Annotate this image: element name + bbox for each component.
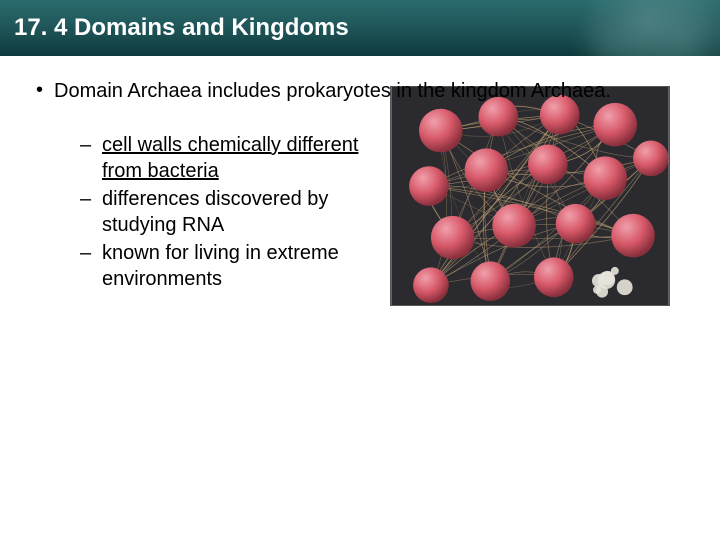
sub-bullet-item: differences discovered by studying RNA: [80, 186, 380, 238]
header-banner: 17. 4 Domains and Kingdoms: [0, 0, 720, 56]
sub-bullet-text: cell walls chemically different from bac…: [102, 134, 358, 182]
sub-area: cell walls chemically different from bac…: [20, 126, 700, 306]
archaea-micrograph: [390, 86, 670, 306]
header-title: 17. 4 Domains and Kingdoms: [14, 14, 349, 42]
sub-bullet-text: differences discovered by studying RNA: [102, 188, 328, 236]
sub-bullet-text: known for living in extreme environments: [102, 242, 339, 290]
slide-content: Domain Archaea includes prokaryotes in t…: [0, 56, 720, 306]
main-bullet: Domain Archaea includes prokaryotes in t…: [20, 78, 700, 104]
sub-bullet-item: known for living in extreme environments: [80, 240, 380, 292]
sub-bullet-item: cell walls chemically different from bac…: [80, 132, 380, 184]
sub-bullet-list: cell walls chemically different from bac…: [80, 126, 380, 294]
main-bullet-text: Domain Archaea includes prokaryotes in t…: [54, 80, 611, 102]
